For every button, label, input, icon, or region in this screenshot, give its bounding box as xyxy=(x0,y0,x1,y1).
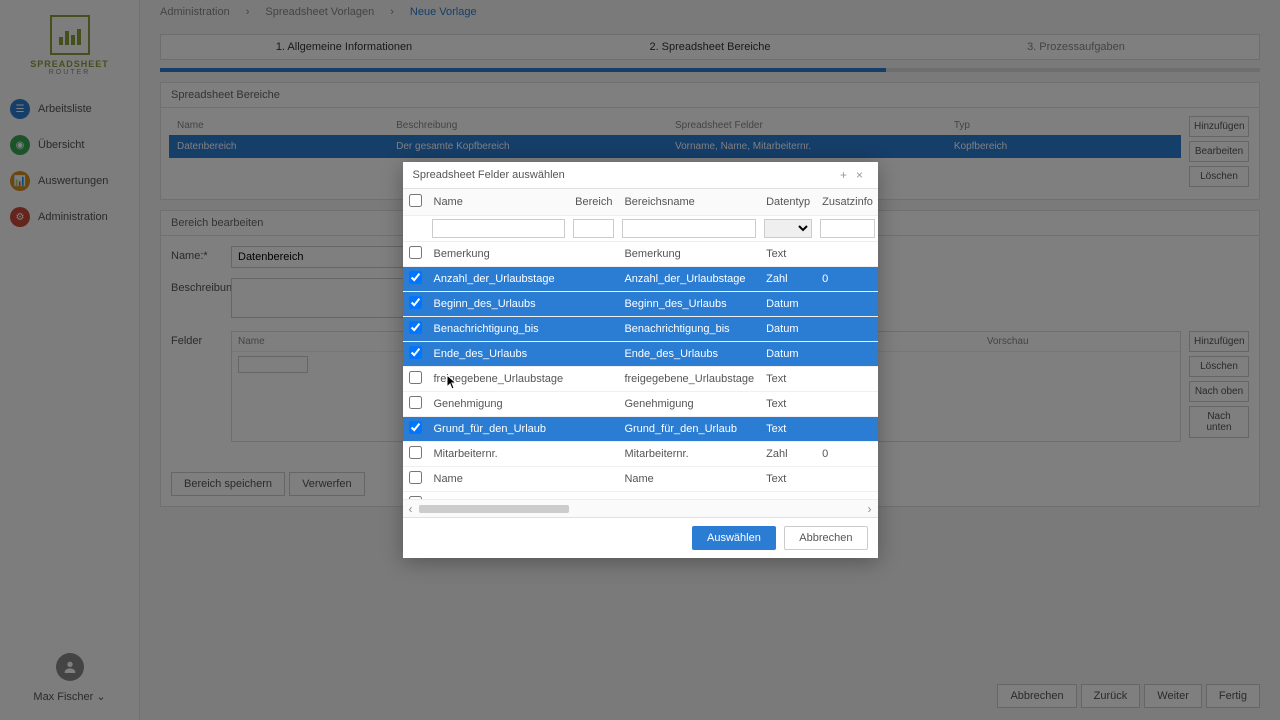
cell-name: Grund_für_den_Urlaub xyxy=(428,417,570,442)
select-all-checkbox[interactable] xyxy=(409,194,422,207)
row-checkbox[interactable] xyxy=(409,321,422,334)
cell-bereichsname: Bemerkung xyxy=(618,242,760,267)
cell-zusatz xyxy=(816,392,877,417)
cell-bereichsname: freigegebene_Urlaubstage xyxy=(618,367,760,392)
row-checkbox[interactable] xyxy=(409,371,422,384)
cell-datentyp: Text xyxy=(760,367,816,392)
column-header[interactable]: Bereichsname xyxy=(618,189,760,216)
table-row[interactable]: Mitarbeiternr. Mitarbeiternr. Zahl 0 xyxy=(403,442,878,467)
cell-zusatz xyxy=(816,242,877,267)
table-row[interactable]: Ende_des_Urlaubs Ende_des_Urlaubs Datum xyxy=(403,342,878,367)
cell-bereich xyxy=(569,367,618,392)
cell-bereichsname: Genehmigung xyxy=(618,392,760,417)
row-checkbox[interactable] xyxy=(409,446,422,459)
cell-bereich xyxy=(569,492,618,500)
cell-name: Anzahl_der_Urlaubstage xyxy=(428,267,570,292)
column-header[interactable]: Datentyp xyxy=(760,189,816,216)
table-row[interactable]: Grund_für_den_Urlaub Grund_für_den_Urlau… xyxy=(403,417,878,442)
cell-datentyp: Text xyxy=(760,467,816,492)
modal-overlay: Spreadsheet Felder auswählen + × NameBer… xyxy=(0,0,1280,720)
cell-bereich xyxy=(569,417,618,442)
cell-bereichsname: Ende_des_Urlaubs xyxy=(618,342,760,367)
table-row[interactable]: Anzahl_der_Urlaubstage Anzahl_der_Urlaub… xyxy=(403,267,878,292)
scroll-left-icon[interactable]: ‹ xyxy=(409,502,413,516)
row-checkbox[interactable] xyxy=(409,346,422,359)
cell-bereich xyxy=(569,392,618,417)
cell-zusatz xyxy=(816,317,877,342)
cell-datentyp: Text xyxy=(760,242,816,267)
row-checkbox[interactable] xyxy=(409,471,422,484)
row-checkbox[interactable] xyxy=(409,396,422,409)
cell-bereichsname: Beginn_des_Urlaubs xyxy=(618,292,760,317)
close-icon[interactable]: × xyxy=(852,168,868,182)
filter-input[interactable] xyxy=(573,219,614,238)
row-checkbox[interactable] xyxy=(409,246,422,259)
cell-name: Benachrichtigung_bis xyxy=(428,317,570,342)
cell-bereichsname: Grund_für_den_Urlaub xyxy=(618,417,760,442)
cell-name: Bemerkung xyxy=(428,242,570,267)
cell-name: Vorname xyxy=(428,492,570,500)
cell-bereichsname: Name xyxy=(618,467,760,492)
cell-datentyp: Datum xyxy=(760,317,816,342)
table-row[interactable]: Beginn_des_Urlaubs Beginn_des_Urlaubs Da… xyxy=(403,292,878,317)
cancel-button[interactable]: Abbrechen xyxy=(784,526,867,550)
cell-datentyp: Datum xyxy=(760,342,816,367)
column-header[interactable]: Name xyxy=(428,189,570,216)
cell-bereich xyxy=(569,242,618,267)
cell-bereich xyxy=(569,342,618,367)
cell-name: Ende_des_Urlaubs xyxy=(428,342,570,367)
scroll-thumb[interactable] xyxy=(419,505,569,513)
cell-zusatz xyxy=(816,492,877,500)
cell-datentyp: Zahl xyxy=(760,442,816,467)
cell-bereichsname: Benachrichtigung_bis xyxy=(618,317,760,342)
row-checkbox[interactable] xyxy=(409,296,422,309)
cell-datentyp: Text xyxy=(760,417,816,442)
field-picker-modal: Spreadsheet Felder auswählen + × NameBer… xyxy=(403,162,878,558)
row-checkbox[interactable] xyxy=(409,421,422,434)
cell-zusatz xyxy=(816,342,877,367)
cell-name: Genehmigung xyxy=(428,392,570,417)
filter-input[interactable] xyxy=(820,219,875,238)
table-row[interactable]: Name Name Text xyxy=(403,467,878,492)
table-row[interactable]: Benachrichtigung_bis Benachrichtigung_bi… xyxy=(403,317,878,342)
column-header[interactable]: Zusatzinfo xyxy=(816,189,877,216)
filter-select[interactable] xyxy=(764,219,812,238)
cell-bereich xyxy=(569,317,618,342)
filter-input[interactable] xyxy=(432,219,566,238)
cell-datentyp: Text xyxy=(760,492,816,500)
cell-zusatz: 0 xyxy=(816,442,877,467)
cell-name: Name xyxy=(428,467,570,492)
cell-bereichsname: Anzahl_der_Urlaubstage xyxy=(618,267,760,292)
select-button[interactable]: Auswählen xyxy=(692,526,776,550)
column-header[interactable]: Bereich xyxy=(569,189,618,216)
modal-table: NameBereichBereichsnameDatentypZusatzinf… xyxy=(403,189,878,499)
maximize-icon[interactable]: + xyxy=(836,168,852,182)
modal-title: Spreadsheet Felder auswählen xyxy=(413,169,836,181)
cell-zusatz xyxy=(816,367,877,392)
cell-bereichsname: Mitarbeiternr. xyxy=(618,442,760,467)
cell-name: freigegebene_Urlaubstage xyxy=(428,367,570,392)
cell-bereich xyxy=(569,267,618,292)
cell-name: Mitarbeiternr. xyxy=(428,442,570,467)
cell-datentyp: Zahl xyxy=(760,267,816,292)
cell-name: Beginn_des_Urlaubs xyxy=(428,292,570,317)
cell-bereich xyxy=(569,292,618,317)
cell-datentyp: Datum xyxy=(760,292,816,317)
filter-input[interactable] xyxy=(622,219,756,238)
cell-zusatz: 0 xyxy=(816,267,877,292)
row-checkbox[interactable] xyxy=(409,271,422,284)
cell-zusatz xyxy=(816,292,877,317)
cell-bereich xyxy=(569,467,618,492)
horizontal-scrollbar[interactable]: ‹ › xyxy=(403,499,878,517)
cell-zusatz xyxy=(816,467,877,492)
table-row[interactable]: Vorname Vorname Text xyxy=(403,492,878,500)
table-row[interactable]: Genehmigung Genehmigung Text xyxy=(403,392,878,417)
cell-bereich xyxy=(569,442,618,467)
cell-datentyp: Text xyxy=(760,392,816,417)
table-row[interactable]: Bemerkung Bemerkung Text xyxy=(403,242,878,267)
cell-zusatz xyxy=(816,417,877,442)
table-row[interactable]: freigegebene_Urlaubstage freigegebene_Ur… xyxy=(403,367,878,392)
scroll-right-icon[interactable]: › xyxy=(868,502,872,516)
cell-bereichsname: Vorname xyxy=(618,492,760,500)
